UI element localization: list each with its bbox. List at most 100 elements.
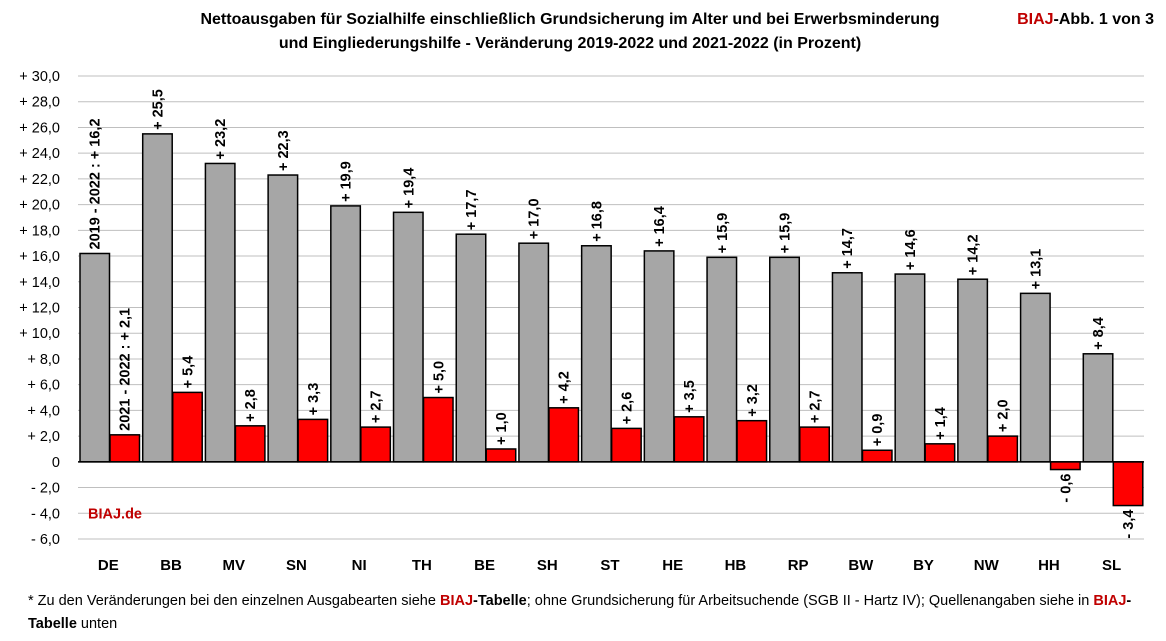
bar-2021-2022 (736, 419, 768, 463)
y-tick-label: + 12,0 (19, 301, 60, 317)
bar-2021-2022 (924, 443, 956, 463)
bar-2021-2022 (422, 396, 454, 463)
y-tick-label: + 20,0 (19, 198, 60, 214)
data-label-2021-2022: - 3,4 (1121, 510, 1137, 539)
y-tick-label: + 28,0 (19, 95, 60, 111)
x-category-label: BB (160, 557, 182, 574)
y-tick-label: + 10,0 (19, 326, 60, 342)
bar-2019-2022 (1019, 292, 1051, 463)
bar-2021-2022 (171, 391, 203, 463)
x-category-label: HH (1038, 557, 1060, 574)
chart-title-line1: Nettoausgaben für Sozialhilfe einschließ… (200, 11, 940, 28)
chart-title-line2: und Eingliederungshilfe - Veränderung 20… (278, 35, 862, 52)
data-label-2019-2022: + 16,8 (589, 201, 605, 242)
data-label-2019-2022: + 8,4 (1091, 317, 1107, 350)
x-category-label: BE (474, 557, 495, 574)
bar-2021-2022 (485, 448, 517, 463)
data-label-2021-2022: + 5,4 (180, 356, 196, 389)
data-label-2021-2022: + 2,0 (996, 399, 1012, 432)
data-label-2021-2022: + 3,3 (306, 383, 322, 416)
x-category-label: BW (848, 557, 874, 574)
x-category-label: TH (412, 557, 432, 574)
bar-2019-2022 (1082, 353, 1114, 463)
footnote: * Zu den Veränderungen bei den einzelnen… (28, 590, 1148, 636)
bar-2019-2022 (267, 174, 299, 463)
y-tick-label: + 2,0 (27, 429, 60, 445)
y-tick-label: + 26,0 (19, 120, 60, 136)
bar-2021-2022 (234, 425, 266, 463)
data-label-2019-2022: + 19,4 (401, 168, 417, 209)
x-category-label: RP (788, 557, 809, 574)
y-tick-label: 0 (52, 455, 60, 471)
data-label-2021-2022: + 0,9 (870, 414, 886, 447)
bar-2021-2022 (987, 435, 1019, 463)
bar-2019-2022 (141, 133, 173, 463)
bar-2019-2022 (518, 242, 550, 463)
y-tick-label: - 6,0 (31, 532, 60, 548)
bar-2021-2022 (799, 426, 831, 463)
chart-title: Nettoausgaben für Sozialhilfe einschließ… (120, 8, 1020, 56)
footnote-table-2: -Tabelle (28, 593, 1132, 632)
y-tick-label: + 16,0 (19, 249, 60, 265)
x-category-label: DE (98, 557, 119, 574)
bar-2019-2022 (706, 256, 738, 463)
bar-2019-2022 (643, 250, 675, 463)
x-category-label: HB (725, 557, 747, 574)
x-category-label: HE (662, 557, 683, 574)
bar-2021-2022 (109, 434, 141, 463)
data-label-2019-2022: + 13,1 (1028, 249, 1044, 290)
footnote-brand-2: BIAJ (1093, 593, 1127, 609)
x-category-label: SH (537, 557, 558, 574)
data-label-2021-2022: + 1,0 (494, 412, 510, 445)
x-category-label: SL (1102, 557, 1121, 574)
data-label-2019-2022: + 15,9 (778, 213, 794, 254)
y-tick-label: + 8,0 (27, 352, 60, 368)
bar-2019-2022 (392, 211, 424, 463)
bar-2021-2022 (861, 449, 893, 463)
data-label-2019-2022: + 22,3 (276, 130, 292, 171)
y-tick-label: + 30,0 (19, 69, 60, 85)
data-label-2019-2022: + 15,9 (715, 213, 731, 254)
bar-chart: - 6,0 - 4,0 - 2,0 0 + 2,0 + 4,0 + 6,0 + 8,0 + 10… (19, 69, 1144, 574)
y-tick-label: + 18,0 (19, 223, 60, 239)
bar-2019-2022 (204, 162, 236, 463)
data-label-2019-2022: + 19,9 (339, 161, 355, 202)
data-label-2021-2022: + 2,7 (808, 390, 824, 423)
data-label-2019-2022: + 16,4 (652, 206, 668, 247)
data-label-2021-2022: + 3,5 (682, 380, 698, 413)
bar-2019-2022 (957, 278, 989, 463)
footnote-text-2: ; ohne Grundsicherung für Arbeitsuchende… (526, 593, 1094, 609)
data-label-2019-2022: + 14,6 (903, 229, 919, 270)
x-category-label: MV (223, 557, 246, 574)
data-label-2019-2022: + 14,2 (966, 234, 982, 275)
data-label-2021-2022: - 0,6 (1058, 474, 1074, 503)
y-tick-label: + 4,0 (27, 403, 60, 419)
bar-2021-2022 (548, 407, 580, 463)
bar-2019-2022 (894, 273, 926, 463)
x-category-label: SN (286, 557, 307, 574)
watermark-label: BIAJ.de (88, 506, 142, 522)
figure-label-number: -Abb. 1 von 3 (1053, 11, 1154, 28)
bar-2019-2022 (330, 205, 362, 463)
x-category-label: BY (913, 557, 934, 574)
x-category-label: NI (352, 557, 367, 574)
bar-2021-2022 (297, 418, 329, 463)
footnote-brand-1: BIAJ (439, 593, 474, 609)
data-label-2019-2022: + 23,2 (213, 119, 229, 160)
data-label-2019-2022: + 14,7 (840, 228, 856, 269)
bar-2019-2022 (769, 256, 801, 463)
data-label-2021-2022: + 2,7 (369, 390, 385, 423)
x-category-label: ST (600, 557, 619, 574)
footnote-table-1: -Tabelle (473, 593, 527, 609)
data-label-2021-2022: + 1,4 (933, 407, 949, 440)
x-category-label: NW (974, 557, 1000, 574)
y-tick-label: - 4,0 (31, 506, 60, 522)
data-label-2021-2022: + 2,8 (243, 389, 259, 422)
figure-label-brand: BIAJ (1017, 11, 1054, 28)
data-label-2021-2022: + 2,6 (619, 392, 635, 425)
y-tick-label: + 14,0 (19, 275, 60, 291)
data-label-2019-2022: + 25,5 (150, 89, 166, 130)
data-label-2019-2022: 2019 - 2022 : + 16,2 (88, 118, 104, 249)
data-label-2021-2022: + 3,2 (745, 384, 761, 417)
bar-2019-2022 (831, 272, 863, 463)
